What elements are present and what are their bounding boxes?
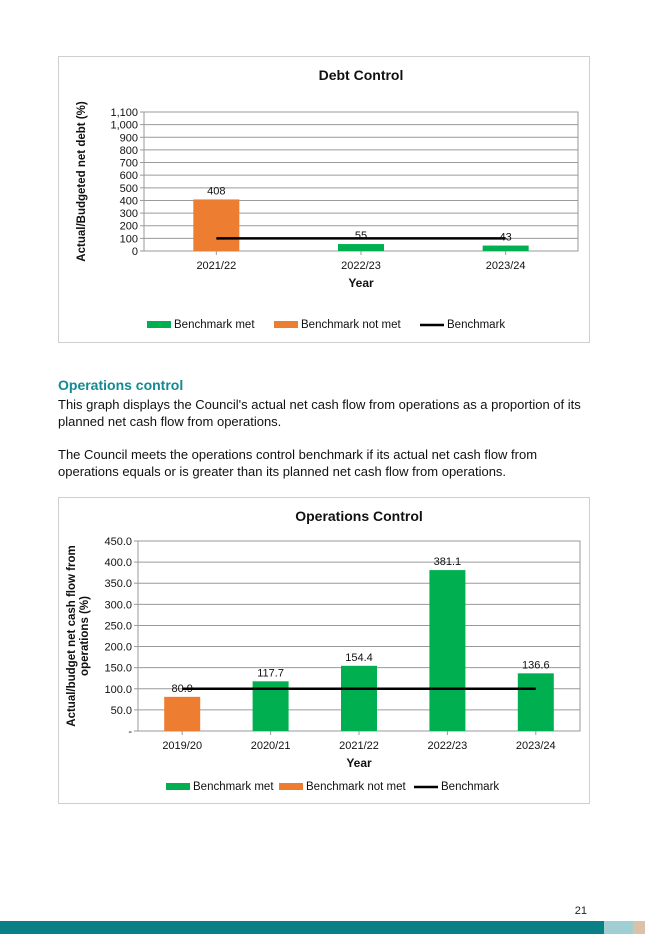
x-tick-label: 2019/20 <box>162 740 202 752</box>
y-axis-title: Actual/Budgeted net debt (%) <box>76 101 88 262</box>
bar <box>193 199 240 251</box>
y-tick-label: - <box>128 726 132 738</box>
legend-label-benchmark: Benchmark <box>441 781 499 793</box>
footer-bar <box>0 921 645 934</box>
x-tick-label: 2022/23 <box>341 260 381 272</box>
x-tick-label: 2020/21 <box>251 740 291 752</box>
legend-swatch-met <box>166 783 190 790</box>
x-tick-label: 2021/22 <box>339 740 379 752</box>
x-axis-title: Year <box>346 756 372 770</box>
y-tick-label: 250.0 <box>104 620 132 632</box>
footer-accent-block <box>604 921 633 934</box>
bar <box>429 570 466 731</box>
operations-control-chart: Operations Control - 50.0 100.0 150.0 200.0 25… <box>58 497 590 804</box>
data-label: 55 <box>355 230 367 242</box>
y-tick-label: 300 <box>120 208 138 220</box>
y-tick-label: 450.0 <box>104 536 132 548</box>
y-tick-label: 900 <box>120 132 138 144</box>
y-tick-label: 0 <box>132 246 138 258</box>
legend-swatch-met <box>147 321 171 328</box>
y-tick-label: 350.0 <box>104 578 132 590</box>
bar <box>341 665 377 731</box>
y-tick-label: 100 <box>120 233 138 245</box>
legend-label-met: Benchmark met <box>174 319 255 331</box>
y-tick-label: 600 <box>120 170 138 182</box>
bar <box>164 696 201 731</box>
y-tick-label: 1,000 <box>110 120 138 132</box>
x-axis-title: Year <box>348 276 374 290</box>
y-axis-title: operations (%) <box>79 596 91 676</box>
x-tick-label: 2023/24 <box>516 740 556 752</box>
x-tick-label: 2022/23 <box>428 740 468 752</box>
legend-label-benchmark: Benchmark <box>447 319 505 331</box>
y-tick-label: 50.0 <box>111 705 132 717</box>
bar <box>482 245 529 251</box>
y-tick-label: 100.0 <box>104 684 132 696</box>
bar <box>517 673 554 731</box>
section-paragraph-1: This graph displays the Council's actual… <box>58 397 581 429</box>
x-tick-label: 2023/24 <box>486 260 526 272</box>
y-tick-label: 400 <box>120 195 138 207</box>
y-tick-label: 150.0 <box>104 663 132 675</box>
page-number: 21 <box>574 905 587 917</box>
operations-control-chart-svg: Operations Control - 50.0 100.0 150.0 200.0 25… <box>66 508 581 793</box>
data-label: 136.6 <box>522 659 550 671</box>
legend-swatch-not-met <box>274 321 298 328</box>
footer-accent-block-secondary <box>633 921 645 934</box>
y-axis-title: Actual/budget net cash flow from <box>66 545 78 726</box>
data-label: 408 <box>207 185 225 197</box>
y-tick-label: 300.0 <box>104 599 132 611</box>
y-tick-label: 500 <box>120 183 138 195</box>
data-label: 154.4 <box>345 652 373 664</box>
data-label: 117.7 <box>257 667 284 679</box>
bar <box>338 244 384 251</box>
data-label: 381.1 <box>434 556 462 568</box>
y-tick-label: 1,100 <box>110 107 138 119</box>
y-tick-label: 800 <box>120 145 138 157</box>
x-tick-label: 2021/22 <box>196 260 236 272</box>
debt-control-chart: Debt Control 0 100 200 300 400 500 600 700 800 900… <box>58 56 590 343</box>
chart-title: Operations Control <box>295 508 423 524</box>
legend-label-not-met: Benchmark not met <box>306 781 407 793</box>
y-tick-label: 200 <box>120 221 138 233</box>
legend-swatch-not-met <box>279 783 303 790</box>
section-paragraph-2: The Council meets the operations control… <box>58 447 538 479</box>
legend-label-not-met: Benchmark not met <box>301 319 402 331</box>
chart-title: Debt Control <box>319 67 404 83</box>
y-tick-label: 400.0 <box>104 557 132 569</box>
section-heading: Operations control <box>58 377 184 393</box>
debt-control-chart-svg: Debt Control 0100200300400500600700800900… <box>76 67 579 331</box>
y-tick-label: 200.0 <box>104 642 132 654</box>
legend-label-met: Benchmark met <box>193 781 274 793</box>
y-tick-label: 700 <box>120 158 138 170</box>
